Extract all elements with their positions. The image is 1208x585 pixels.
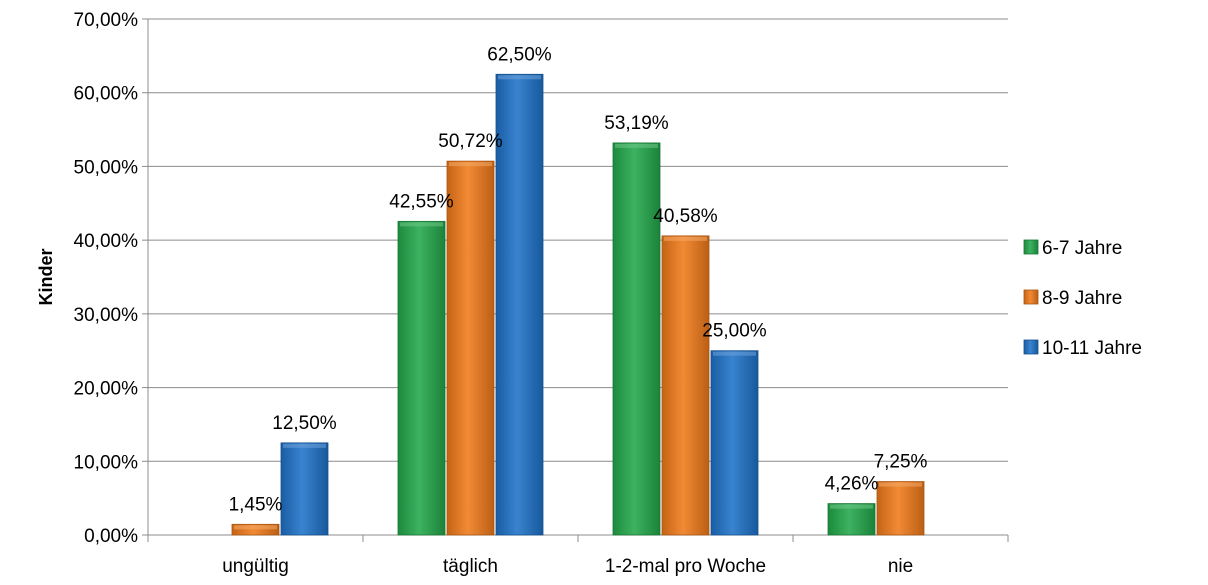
bar-8-9-jahre — [231, 523, 280, 536]
bar-bevel — [713, 351, 756, 356]
y-tick-label: 10,00% — [74, 452, 139, 473]
y-tick-label: 50,00% — [74, 157, 139, 178]
data-label: 62,50% — [487, 44, 552, 65]
legend-swatch — [1023, 339, 1039, 355]
y-tick-label: 60,00% — [74, 84, 139, 105]
bar-bevel — [664, 236, 707, 241]
y-tick-label: 70,00% — [74, 10, 139, 31]
data-label: 50,72% — [438, 131, 503, 152]
gridlines — [148, 18, 1008, 462]
y-tick-label: 40,00% — [74, 231, 139, 252]
y-tick-label: 20,00% — [74, 379, 139, 400]
data-label: 53,19% — [604, 113, 669, 134]
data-labels: 1,45% 12,50% 42,55% 50,72% 62,50% 53,19% 40,58… — [229, 44, 928, 515]
data-label: 25,00% — [702, 321, 767, 342]
legend-swatch — [1023, 239, 1039, 255]
bar-10-11-jahre — [495, 73, 544, 536]
y-tick-label: 30,00% — [74, 305, 139, 326]
data-label: 4,26% — [825, 474, 879, 495]
bar-bevel — [830, 504, 873, 509]
x-category-label: täglich — [443, 556, 498, 577]
data-label: 7,25% — [874, 452, 928, 473]
legend-label: 8-9 Jahre — [1042, 288, 1122, 309]
axes: 0,00% 10,00% 20,00% 30,00% 40,00% 50,00% 60,00… — [74, 10, 1009, 577]
bar-6-7-jahre — [612, 142, 661, 536]
legend-swatch — [1023, 289, 1039, 305]
bar-bevel — [615, 143, 658, 148]
bar-bevel — [449, 162, 492, 167]
data-label: 40,58% — [653, 206, 718, 227]
bar-10-11-jahre — [280, 442, 329, 536]
bar-bevel — [283, 443, 326, 448]
bar-6-7-jahre — [827, 503, 876, 536]
bar-6-7-jahre — [397, 220, 446, 536]
y-axis-title: Kinder — [36, 248, 56, 305]
bar-bevel — [498, 75, 541, 80]
data-label: 1,45% — [229, 494, 283, 515]
legend-label: 10-11 Jahre — [1042, 338, 1142, 359]
legend: 6-7 Jahre 8-9 Jahre 10-11 Jahre — [1023, 238, 1142, 359]
bar-bevel — [400, 222, 443, 227]
legend-label: 6-7 Jahre — [1042, 238, 1122, 259]
y-tick-label: 0,00% — [84, 526, 138, 547]
bar-8-9-jahre — [876, 481, 925, 536]
bar-8-9-jahre — [661, 235, 710, 536]
bar-bevel — [879, 482, 922, 487]
bar-bevel — [234, 525, 277, 530]
x-category-label: ungültig — [222, 556, 289, 577]
x-category-label: nie — [888, 556, 913, 577]
bar-8-9-jahre — [446, 160, 495, 536]
bars — [231, 73, 925, 536]
data-label: 42,55% — [389, 191, 454, 212]
bar-10-11-jahre — [710, 350, 759, 536]
data-label: 12,50% — [272, 413, 337, 434]
x-category-label: 1-2-mal pro Woche — [605, 556, 766, 577]
